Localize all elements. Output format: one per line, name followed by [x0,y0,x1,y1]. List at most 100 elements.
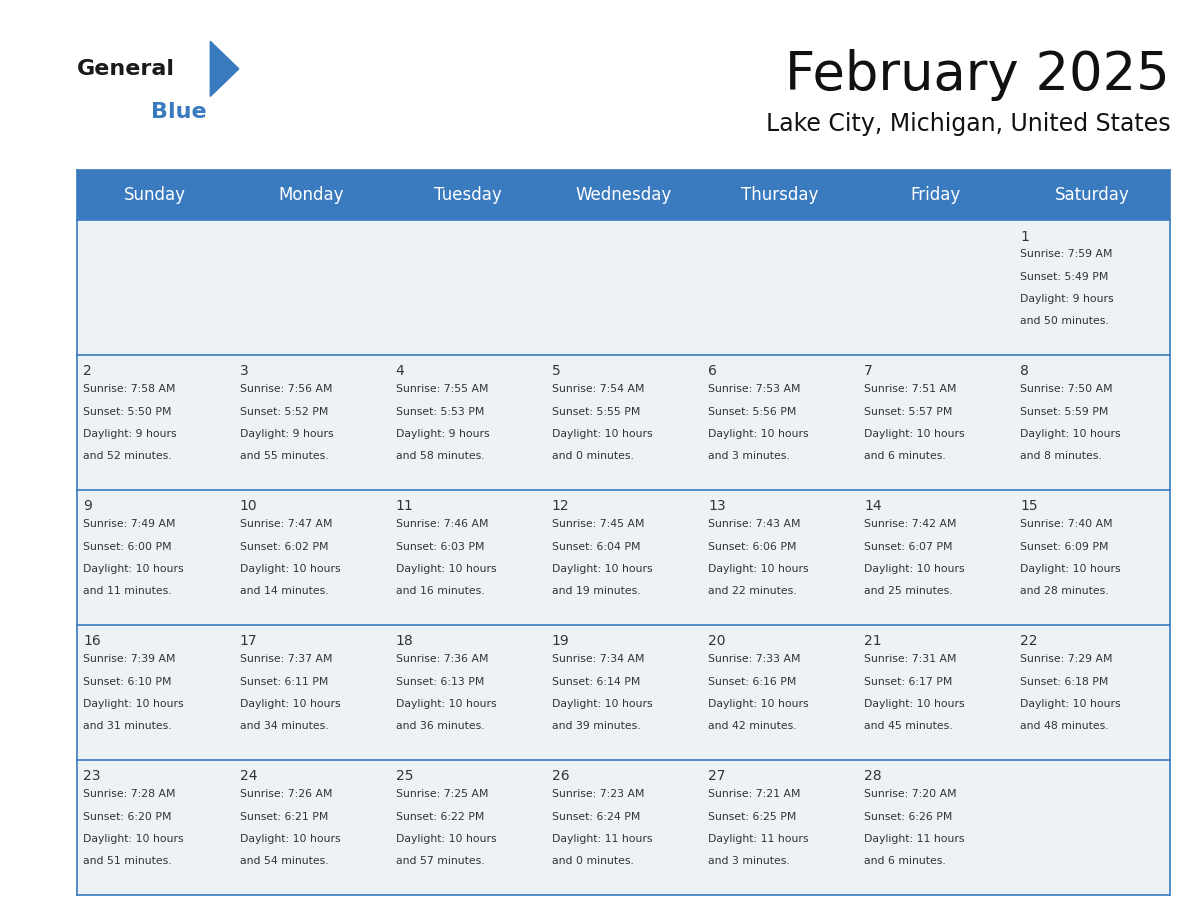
Text: Sunrise: 7:55 AM: Sunrise: 7:55 AM [396,385,488,395]
Text: Sunrise: 7:39 AM: Sunrise: 7:39 AM [83,655,176,665]
Text: and 0 minutes.: and 0 minutes. [552,452,633,461]
Bar [77,170,1170,220]
Text: Sunset: 6:07 PM: Sunset: 6:07 PM [864,542,953,552]
Text: Daylight: 10 hours: Daylight: 10 hours [552,564,652,574]
Text: Sunset: 6:04 PM: Sunset: 6:04 PM [552,542,640,552]
Bar [545,220,702,355]
Text: 5: 5 [552,364,561,378]
Text: Sunset: 6:10 PM: Sunset: 6:10 PM [83,677,172,687]
Bar [1015,220,1170,355]
Text: Sunrise: 7:56 AM: Sunrise: 7:56 AM [240,385,333,395]
Text: Sunset: 6:18 PM: Sunset: 6:18 PM [1020,677,1108,687]
Bar [77,490,233,625]
Text: 3: 3 [240,364,248,378]
Bar [233,625,390,760]
Bar [545,760,702,895]
Text: 18: 18 [396,634,413,648]
Text: Sunrise: 7:45 AM: Sunrise: 7:45 AM [552,520,644,530]
Text: Sunrise: 7:23 AM: Sunrise: 7:23 AM [552,789,644,800]
Text: 12: 12 [552,499,569,513]
Text: and 28 minutes.: and 28 minutes. [1020,587,1108,596]
Text: Sunset: 5:55 PM: Sunset: 5:55 PM [552,407,640,417]
Bar [858,355,1015,490]
Bar [858,220,1015,355]
Text: Sunrise: 7:46 AM: Sunrise: 7:46 AM [396,520,488,530]
Text: Sunset: 5:59 PM: Sunset: 5:59 PM [1020,407,1108,417]
Text: Daylight: 9 hours: Daylight: 9 hours [396,429,489,439]
Text: and 57 minutes.: and 57 minutes. [396,856,485,866]
Text: 16: 16 [83,634,101,648]
Text: Sunset: 6:13 PM: Sunset: 6:13 PM [396,677,485,687]
Text: Monday: Monday [279,186,345,204]
Text: and 11 minutes.: and 11 minutes. [83,587,172,596]
Text: Daylight: 10 hours: Daylight: 10 hours [552,699,652,709]
Text: 9: 9 [83,499,93,513]
Text: Sunrise: 7:34 AM: Sunrise: 7:34 AM [552,655,644,665]
Text: Sunrise: 7:29 AM: Sunrise: 7:29 AM [1020,655,1113,665]
Text: Sunrise: 7:37 AM: Sunrise: 7:37 AM [240,655,333,665]
Bar [1015,760,1170,895]
Text: Sunrise: 7:20 AM: Sunrise: 7:20 AM [864,789,956,800]
Text: Thursday: Thursday [741,186,819,204]
Text: and 6 minutes.: and 6 minutes. [864,452,946,461]
Text: 23: 23 [83,769,101,783]
Text: 13: 13 [708,499,726,513]
Bar [858,490,1015,625]
Text: Sunset: 6:21 PM: Sunset: 6:21 PM [240,812,328,822]
Text: and 39 minutes.: and 39 minutes. [552,722,640,731]
Text: Sunrise: 7:50 AM: Sunrise: 7:50 AM [1020,385,1113,395]
Text: 27: 27 [708,769,726,783]
Text: Daylight: 11 hours: Daylight: 11 hours [552,834,652,844]
Text: Blue: Blue [151,102,207,122]
Text: Sunrise: 7:54 AM: Sunrise: 7:54 AM [552,385,644,395]
Text: Daylight: 10 hours: Daylight: 10 hours [1020,564,1121,574]
Text: Daylight: 10 hours: Daylight: 10 hours [396,834,497,844]
Text: 15: 15 [1020,499,1038,513]
Text: 26: 26 [552,769,569,783]
Bar [77,625,233,760]
Text: and 52 minutes.: and 52 minutes. [83,452,172,461]
Bar [1015,490,1170,625]
Text: Sunrise: 7:59 AM: Sunrise: 7:59 AM [1020,250,1113,260]
Text: Daylight: 10 hours: Daylight: 10 hours [708,699,809,709]
Text: 8: 8 [1020,364,1029,378]
Text: General: General [77,59,175,79]
Text: Sunrise: 7:58 AM: Sunrise: 7:58 AM [83,385,176,395]
Bar [702,490,858,625]
Text: February 2025: February 2025 [785,50,1170,101]
Bar [702,220,858,355]
Text: Sunrise: 7:42 AM: Sunrise: 7:42 AM [864,520,956,530]
Text: 4: 4 [396,364,404,378]
Text: Daylight: 10 hours: Daylight: 10 hours [864,564,965,574]
Text: Sunset: 6:09 PM: Sunset: 6:09 PM [1020,542,1108,552]
Text: Sunset: 6:25 PM: Sunset: 6:25 PM [708,812,796,822]
Text: and 54 minutes.: and 54 minutes. [240,856,328,866]
Text: 7: 7 [864,364,873,378]
Text: and 14 minutes.: and 14 minutes. [240,587,328,596]
Text: Daylight: 10 hours: Daylight: 10 hours [83,699,184,709]
Text: Daylight: 10 hours: Daylight: 10 hours [708,429,809,439]
Bar [390,220,545,355]
Text: Sunrise: 7:47 AM: Sunrise: 7:47 AM [240,520,333,530]
Text: and 51 minutes.: and 51 minutes. [83,856,172,866]
Text: Sunset: 6:03 PM: Sunset: 6:03 PM [396,542,485,552]
Text: and 58 minutes.: and 58 minutes. [396,452,485,461]
Text: Sunset: 6:20 PM: Sunset: 6:20 PM [83,812,172,822]
Text: Sunset: 6:14 PM: Sunset: 6:14 PM [552,677,640,687]
Text: Wednesday: Wednesday [575,186,672,204]
Text: Daylight: 10 hours: Daylight: 10 hours [240,564,340,574]
Bar [702,760,858,895]
Bar [390,490,545,625]
Text: Sunset: 5:49 PM: Sunset: 5:49 PM [1020,272,1108,282]
Text: and 34 minutes.: and 34 minutes. [240,722,328,731]
Text: and 48 minutes.: and 48 minutes. [1020,722,1108,731]
Text: Sunset: 6:22 PM: Sunset: 6:22 PM [396,812,485,822]
Text: Sunrise: 7:31 AM: Sunrise: 7:31 AM [864,655,956,665]
Text: and 31 minutes.: and 31 minutes. [83,722,172,731]
Text: and 19 minutes.: and 19 minutes. [552,587,640,596]
Text: Daylight: 9 hours: Daylight: 9 hours [240,429,333,439]
Text: 21: 21 [864,634,881,648]
Text: Daylight: 9 hours: Daylight: 9 hours [83,429,177,439]
Bar [77,220,233,355]
Text: Daylight: 10 hours: Daylight: 10 hours [83,564,184,574]
